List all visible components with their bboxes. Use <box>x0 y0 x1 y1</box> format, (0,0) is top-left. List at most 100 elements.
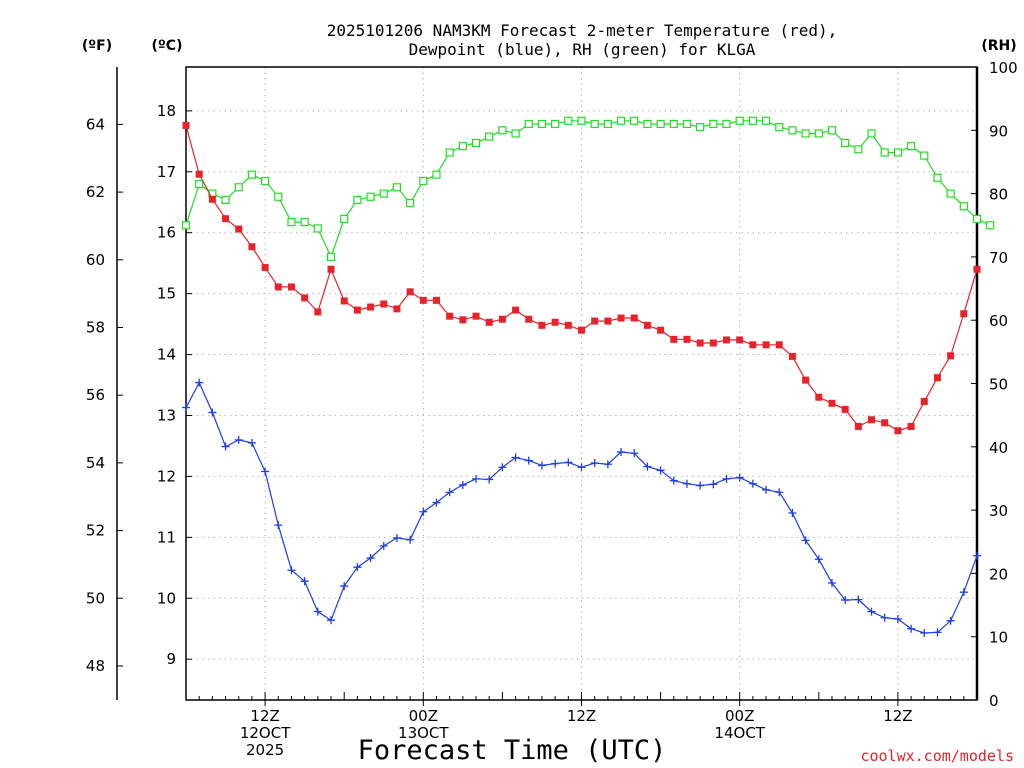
dewpoint-point <box>419 507 428 516</box>
temperature-point <box>881 419 889 427</box>
fahrenheit-tick-label: 58 <box>86 318 105 336</box>
temperature-point <box>406 288 414 296</box>
temperature-point <box>235 225 243 233</box>
rh-point <box>511 129 520 138</box>
dewpoint-point <box>274 521 283 530</box>
temperature-point <box>446 312 454 320</box>
fahrenheit-tick-label: 56 <box>86 386 105 404</box>
dewpoint-point <box>893 614 902 623</box>
dewpoint-point <box>801 536 810 545</box>
rh-point <box>959 202 968 211</box>
dewpoint-point <box>577 463 586 472</box>
temperature-point <box>894 427 902 435</box>
temperature-point <box>947 352 955 360</box>
rh-point <box>537 119 547 129</box>
dewpoint-point <box>696 481 705 490</box>
dewpoint-point <box>485 475 494 484</box>
rh-point <box>326 252 336 261</box>
fahrenheit-tick-label: 62 <box>86 183 105 201</box>
rh-point <box>564 116 573 125</box>
dewpoint-point <box>472 474 481 483</box>
dewpoint-point <box>722 474 731 483</box>
rh-point <box>287 217 296 227</box>
temperature-point <box>854 422 862 430</box>
x-tick-label: 12OCT <box>240 724 291 742</box>
rh-point <box>880 148 889 157</box>
dewpoint-point <box>933 628 942 637</box>
temperature-point <box>222 215 230 223</box>
rh-unit-label: (RH) <box>981 38 1016 54</box>
rh-point <box>274 192 283 201</box>
rh-point <box>221 195 230 205</box>
dewpoint-point <box>867 607 876 616</box>
rh-point <box>748 116 757 125</box>
rh-point <box>946 189 955 198</box>
temperature-point <box>604 317 612 325</box>
celsius-tick-label: 18 <box>157 102 176 120</box>
dewpoint-point <box>195 378 204 387</box>
rh-point <box>775 123 784 132</box>
rh-point <box>841 138 850 148</box>
celsius-tick-label: 10 <box>157 589 176 607</box>
fahrenheit-tick-label: 52 <box>86 522 105 540</box>
dewpoint-point <box>221 442 230 451</box>
temperature-point <box>393 305 401 313</box>
chart-title-line1: 2025101206 NAM3KM Forecast 2-meter Tempe… <box>327 21 838 40</box>
site-credit: coolwx.com/models <box>860 747 1014 765</box>
dewpoint-point <box>340 582 349 591</box>
dewpoint-point <box>208 408 217 417</box>
dewpoint-point <box>775 488 784 497</box>
dewpoint-point <box>854 595 863 604</box>
celsius-tick-label: 13 <box>157 406 176 424</box>
dewpoint-point <box>920 628 929 637</box>
rh-point <box>933 173 942 182</box>
dewpoint-point <box>669 476 678 485</box>
dewpoint-point <box>234 435 243 444</box>
rh-point <box>524 119 533 129</box>
rh-tick-label: 30 <box>989 502 1008 520</box>
dewpoint-point <box>827 579 836 588</box>
temperature-point <box>802 376 810 384</box>
rh-point <box>972 214 982 224</box>
temperature-point <box>815 393 823 401</box>
temperature-point <box>340 297 348 305</box>
temperature-point <box>419 296 427 304</box>
fahrenheit-tick-label: 64 <box>86 115 105 133</box>
dewpoint-series <box>182 378 981 637</box>
rh-tick-label: 70 <box>989 249 1008 267</box>
grid-lines <box>186 67 977 700</box>
dewpoint-point <box>907 624 916 633</box>
rh-point <box>313 224 322 233</box>
rh-point <box>669 119 678 129</box>
rh-point <box>986 221 995 230</box>
celsius-tick-label: 12 <box>157 467 176 485</box>
temperature-point <box>248 243 256 251</box>
rh-point <box>577 116 586 125</box>
dewpoint-point <box>788 508 797 517</box>
dewpoint-point <box>946 616 955 625</box>
temperature-point <box>657 326 665 334</box>
rh-point <box>366 192 375 201</box>
dewpoint-point <box>748 479 757 488</box>
rh-point <box>471 138 481 148</box>
dewpoint-point <box>261 467 270 476</box>
dewpoint-point <box>709 480 718 489</box>
temperature-point <box>314 308 322 316</box>
dewpoint-point <box>735 473 744 482</box>
dewpoint-point <box>841 596 850 605</box>
rh-point <box>761 116 771 125</box>
rh-point <box>261 176 270 186</box>
dewpoint-point <box>590 459 599 468</box>
temperature-point <box>683 335 691 343</box>
temperature-point <box>472 312 480 320</box>
temperature-point <box>762 341 770 349</box>
rh-point <box>234 183 243 192</box>
x-tick-label: 2025 <box>246 741 284 759</box>
temperature-point <box>749 341 757 349</box>
temperature-point <box>617 314 625 322</box>
celsius-tick-label: 11 <box>157 528 176 546</box>
fahrenheit-tick-label: 50 <box>86 589 105 607</box>
rh-point <box>195 180 204 189</box>
temperature-point <box>538 321 546 329</box>
